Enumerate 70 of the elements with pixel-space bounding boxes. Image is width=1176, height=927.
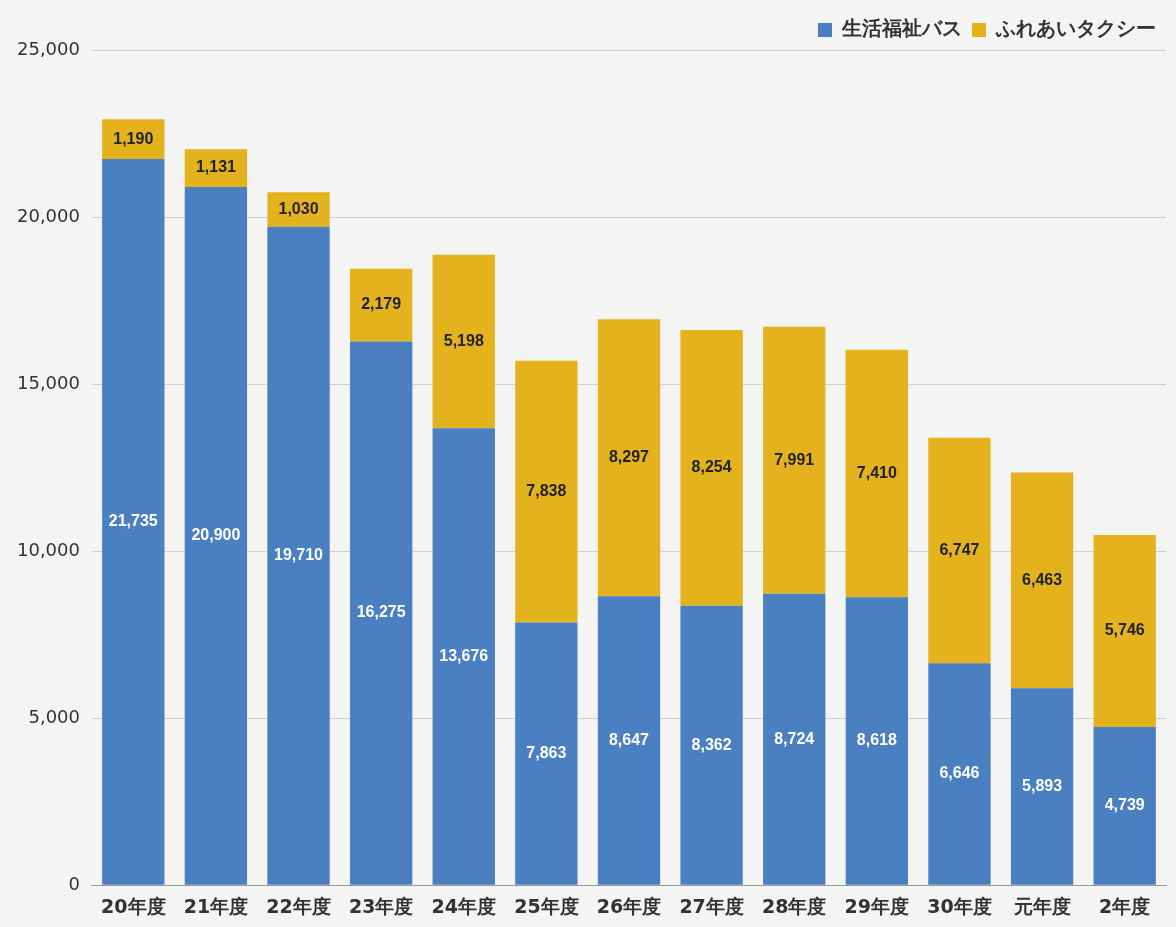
- data-label: 2,179: [361, 295, 402, 313]
- data-label: 8,362: [691, 735, 732, 753]
- data-label: 5,746: [1104, 621, 1145, 639]
- x-tick-label: 20年度: [101, 894, 166, 917]
- bar: [763, 326, 826, 594]
- bar: [102, 159, 165, 885]
- x-tick-label: 元年度: [1012, 894, 1071, 917]
- x-tick-label: 23年度: [348, 894, 414, 917]
- bar: [845, 597, 908, 885]
- y-tick-label: 25,000: [17, 37, 80, 59]
- legend-label: 生活福祉バス: [841, 16, 962, 41]
- data-label: 19,710: [274, 546, 324, 564]
- y-tick-label: 10,000: [17, 538, 80, 560]
- bar: [349, 268, 413, 342]
- x-tick-label: 30年度: [927, 894, 992, 917]
- data-label: 6,463: [1022, 570, 1063, 588]
- data-label: 8,297: [608, 448, 650, 466]
- x-tick-label: 28年度: [762, 894, 827, 917]
- y-tick-label: 5,000: [28, 705, 80, 727]
- bar: [1010, 472, 1074, 689]
- data-label: 5,893: [1022, 776, 1063, 794]
- x-tick-label: 22年度: [266, 894, 331, 917]
- bar: [1093, 534, 1156, 727]
- x-tick-label: 25年度: [514, 894, 579, 917]
- data-label: 8,724: [774, 729, 815, 747]
- bar: [349, 341, 413, 885]
- data-label: 1,190: [113, 129, 154, 147]
- bar: [928, 437, 991, 664]
- bar: [1093, 726, 1156, 885]
- bar: [680, 330, 743, 606]
- data-label: 8,618: [856, 731, 897, 749]
- bar: [928, 663, 991, 885]
- x-tick-label: 29年度: [844, 894, 910, 917]
- bar: [1010, 688, 1074, 885]
- data-label: 21,735: [108, 512, 158, 530]
- bar: [597, 596, 661, 885]
- x-tick-label: 21年度: [183, 894, 249, 917]
- y-tick-label: 0: [68, 872, 80, 894]
- data-label: 1,030: [278, 199, 319, 217]
- x-tick-label: 27年度: [679, 894, 744, 917]
- x-tick-label: 2年度: [1099, 894, 1151, 917]
- data-label: 7,863: [526, 744, 567, 762]
- data-label: 6,646: [939, 764, 980, 782]
- bar: [432, 254, 495, 429]
- legend-label: ふれあいタクシー: [995, 16, 1156, 41]
- bar: [184, 186, 248, 885]
- bar: [432, 428, 495, 885]
- bar: [845, 349, 908, 598]
- bar: [763, 593, 826, 885]
- data-label: 8,254: [691, 458, 732, 476]
- data-label: 1,131: [195, 158, 237, 176]
- data-label: 5,198: [443, 331, 484, 349]
- data-label: 7,410: [856, 463, 897, 481]
- bar: [597, 319, 661, 597]
- y-tick-label: 15,000: [17, 371, 80, 393]
- data-label: 16,275: [356, 603, 406, 621]
- data-label: 4,739: [1104, 796, 1145, 814]
- bar: [680, 605, 743, 885]
- data-label: 8,647: [608, 730, 650, 748]
- x-tick-label: 26年度: [596, 894, 662, 917]
- bar: [515, 360, 578, 623]
- data-label: 20,900: [191, 526, 241, 544]
- data-label: 7,991: [774, 450, 815, 468]
- bar: [267, 226, 330, 885]
- bar: [515, 622, 578, 885]
- data-label: 13,676: [439, 646, 489, 664]
- data-label: 7,838: [526, 481, 567, 499]
- x-tick-label: 24年度: [431, 894, 496, 917]
- data-label: 6,747: [939, 540, 980, 558]
- y-tick-label: 20,000: [17, 204, 80, 226]
